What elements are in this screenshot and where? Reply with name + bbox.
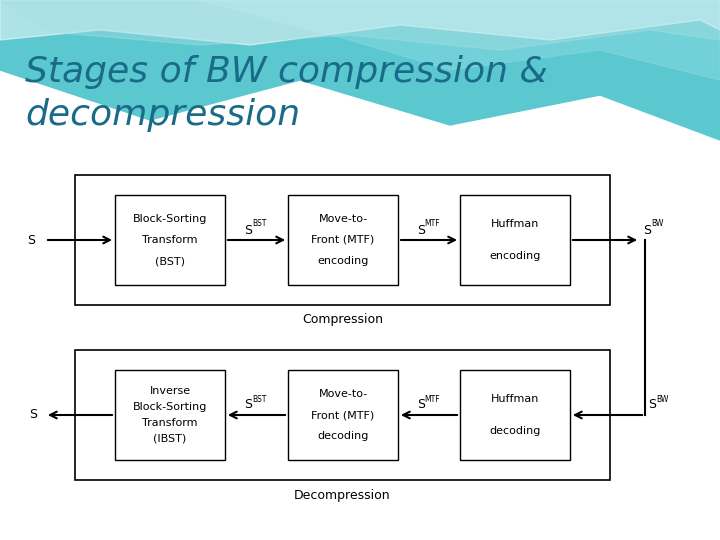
Text: S: S [245,224,253,237]
Text: BW: BW [651,219,663,228]
Text: S: S [643,224,651,237]
Bar [75,350,610,480]
Text: Block-Sorting: Block-Sorting [132,402,207,412]
Text: Transform: Transform [143,235,198,245]
Text: S: S [417,224,425,237]
Text: Stages of BW compression &: Stages of BW compression & [25,55,548,89]
Text: Inverse: Inverse [150,387,191,396]
Text: decompression: decompression [25,98,300,132]
Text: Block-Sorting: Block-Sorting [132,214,207,224]
Text: decoding: decoding [490,426,541,436]
Text: Decompression: Decompression [294,489,391,502]
Bar [75,175,610,305]
Text: decoding: decoding [318,431,369,441]
Text: S: S [27,233,35,246]
Text: Front (MTF): Front (MTF) [311,410,374,420]
Text: MTF: MTF [424,219,440,228]
Text: Move-to-: Move-to- [318,389,368,399]
Text: Transform: Transform [143,418,198,428]
Bar [115,195,225,285]
Polygon shape [0,0,720,45]
Polygon shape [0,0,720,50]
Text: encoding: encoding [318,256,369,266]
Text: BW: BW [656,395,668,403]
Bar [288,195,398,285]
Text: S: S [245,399,253,411]
Text: Huffman: Huffman [491,394,539,404]
Text: encoding: encoding [490,251,541,261]
Text: BST: BST [252,395,266,403]
Bar [288,370,398,460]
Text: S: S [29,408,37,422]
Text: BST: BST [252,219,266,228]
Text: S: S [648,399,656,411]
Text: (IBST): (IBST) [153,434,186,444]
Polygon shape [0,0,720,140]
Text: (BST): (BST) [155,256,185,266]
Text: Front (MTF): Front (MTF) [311,235,374,245]
Text: Move-to-: Move-to- [318,214,368,224]
Text: Compression: Compression [302,314,383,327]
Text: MTF: MTF [424,395,440,403]
Text: Huffman: Huffman [491,219,539,230]
Polygon shape [200,0,720,80]
Text: S: S [417,399,425,411]
Bar [115,370,225,460]
Bar [460,195,570,285]
Bar [460,370,570,460]
